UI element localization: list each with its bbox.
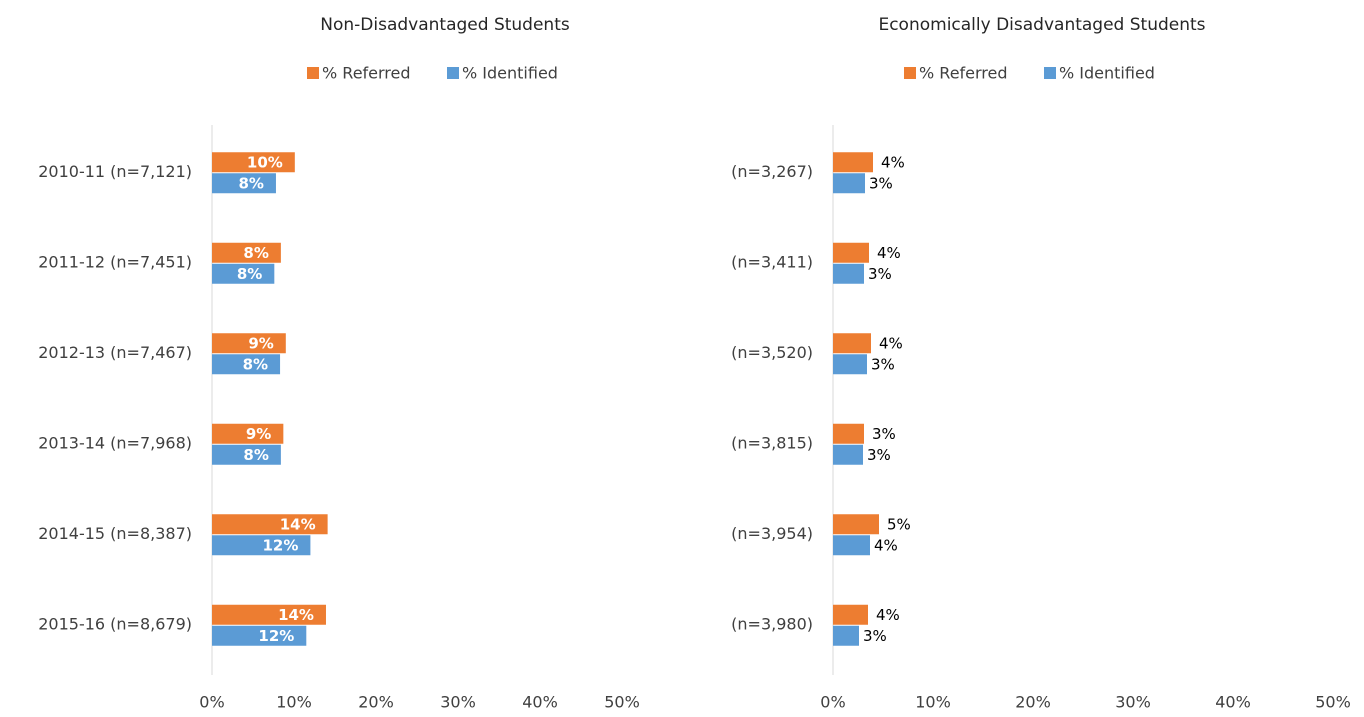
data-label: 3% — [868, 265, 892, 283]
data-label: 5% — [887, 515, 911, 533]
y-tick-label: 2010-11 (n=7,121) — [38, 162, 192, 181]
x-tick-label: 40% — [522, 693, 558, 712]
x-tick-label: 20% — [1015, 693, 1051, 712]
y-tick-label: 2011-12 (n=7,451) — [38, 252, 192, 271]
y-tick-label: (n=3,980) — [731, 614, 813, 633]
data-label: 12% — [262, 536, 298, 554]
legend-swatch — [447, 67, 459, 79]
data-label: 9% — [248, 334, 273, 352]
data-label: 8% — [237, 265, 262, 283]
bar — [212, 604, 326, 625]
x-tick-label: 30% — [1115, 693, 1151, 712]
data-label: 4% — [879, 334, 903, 352]
bar — [833, 333, 871, 354]
chart-title: Non-Disadvantaged Students — [320, 15, 570, 35]
data-label: 3% — [872, 425, 896, 443]
legend-label: % Identified — [462, 64, 558, 83]
x-tick-label: 10% — [276, 693, 312, 712]
data-label: 3% — [867, 446, 891, 464]
bar — [212, 423, 284, 444]
data-label: 14% — [278, 606, 314, 624]
data-label: 8% — [238, 174, 263, 192]
bar — [833, 444, 863, 465]
bar — [212, 333, 286, 354]
legend-label: % Referred — [322, 64, 411, 83]
bar — [212, 535, 311, 556]
bar — [833, 514, 879, 535]
data-label: 12% — [258, 627, 294, 645]
bar — [212, 173, 276, 194]
bar — [833, 173, 865, 194]
legend-swatch — [904, 67, 916, 79]
legend-swatch — [307, 67, 319, 79]
y-tick-label: (n=3,520) — [731, 343, 813, 362]
bar — [833, 354, 867, 375]
x-tick-label: 10% — [915, 693, 951, 712]
chart-title: Economically Disadvantaged Students — [878, 15, 1205, 35]
data-label: 8% — [243, 446, 268, 464]
y-tick-label: (n=3,954) — [731, 524, 813, 543]
x-tick-label: 30% — [440, 693, 476, 712]
y-tick-label: 2014-15 (n=8,387) — [38, 524, 192, 543]
x-tick-label: 0% — [199, 693, 224, 712]
data-label: 3% — [869, 174, 893, 192]
bar — [833, 152, 873, 173]
bar — [833, 604, 868, 625]
x-tick-label: 0% — [820, 693, 845, 712]
legend-label: % Identified — [1059, 64, 1155, 83]
y-tick-label: (n=3,815) — [731, 433, 813, 452]
y-tick-label: (n=3,267) — [731, 162, 813, 181]
y-tick-label: (n=3,411) — [731, 252, 813, 271]
y-tick-label: 2012-13 (n=7,467) — [38, 343, 192, 362]
data-label: 10% — [247, 153, 283, 171]
y-tick-label: 2015-16 (n=8,679) — [38, 614, 192, 633]
bar — [212, 263, 275, 284]
bar — [833, 625, 859, 646]
data-label: 4% — [877, 244, 901, 262]
data-label: 9% — [246, 425, 271, 443]
x-tick-label: 50% — [604, 693, 640, 712]
legend-label: % Referred — [919, 64, 1008, 83]
y-tick-label: 2013-14 (n=7,968) — [38, 433, 192, 452]
bar — [833, 263, 864, 284]
data-label: 4% — [874, 536, 898, 554]
data-label: 3% — [863, 627, 887, 645]
bar — [212, 152, 295, 173]
x-tick-label: 20% — [358, 693, 394, 712]
data-label: 4% — [881, 153, 905, 171]
x-tick-label: 50% — [1315, 693, 1351, 712]
legend-swatch — [1044, 67, 1056, 79]
bar — [833, 242, 869, 263]
x-tick-label: 40% — [1215, 693, 1251, 712]
data-label: 4% — [876, 606, 900, 624]
data-label: 3% — [871, 355, 895, 373]
data-label: 14% — [280, 515, 316, 533]
bar — [212, 625, 307, 646]
bar — [833, 423, 864, 444]
bar — [212, 444, 281, 465]
bar — [212, 514, 328, 535]
bar — [212, 354, 281, 375]
bar — [833, 535, 870, 556]
data-label: 8% — [243, 244, 268, 262]
data-label: 8% — [243, 355, 268, 373]
bar — [212, 242, 281, 263]
